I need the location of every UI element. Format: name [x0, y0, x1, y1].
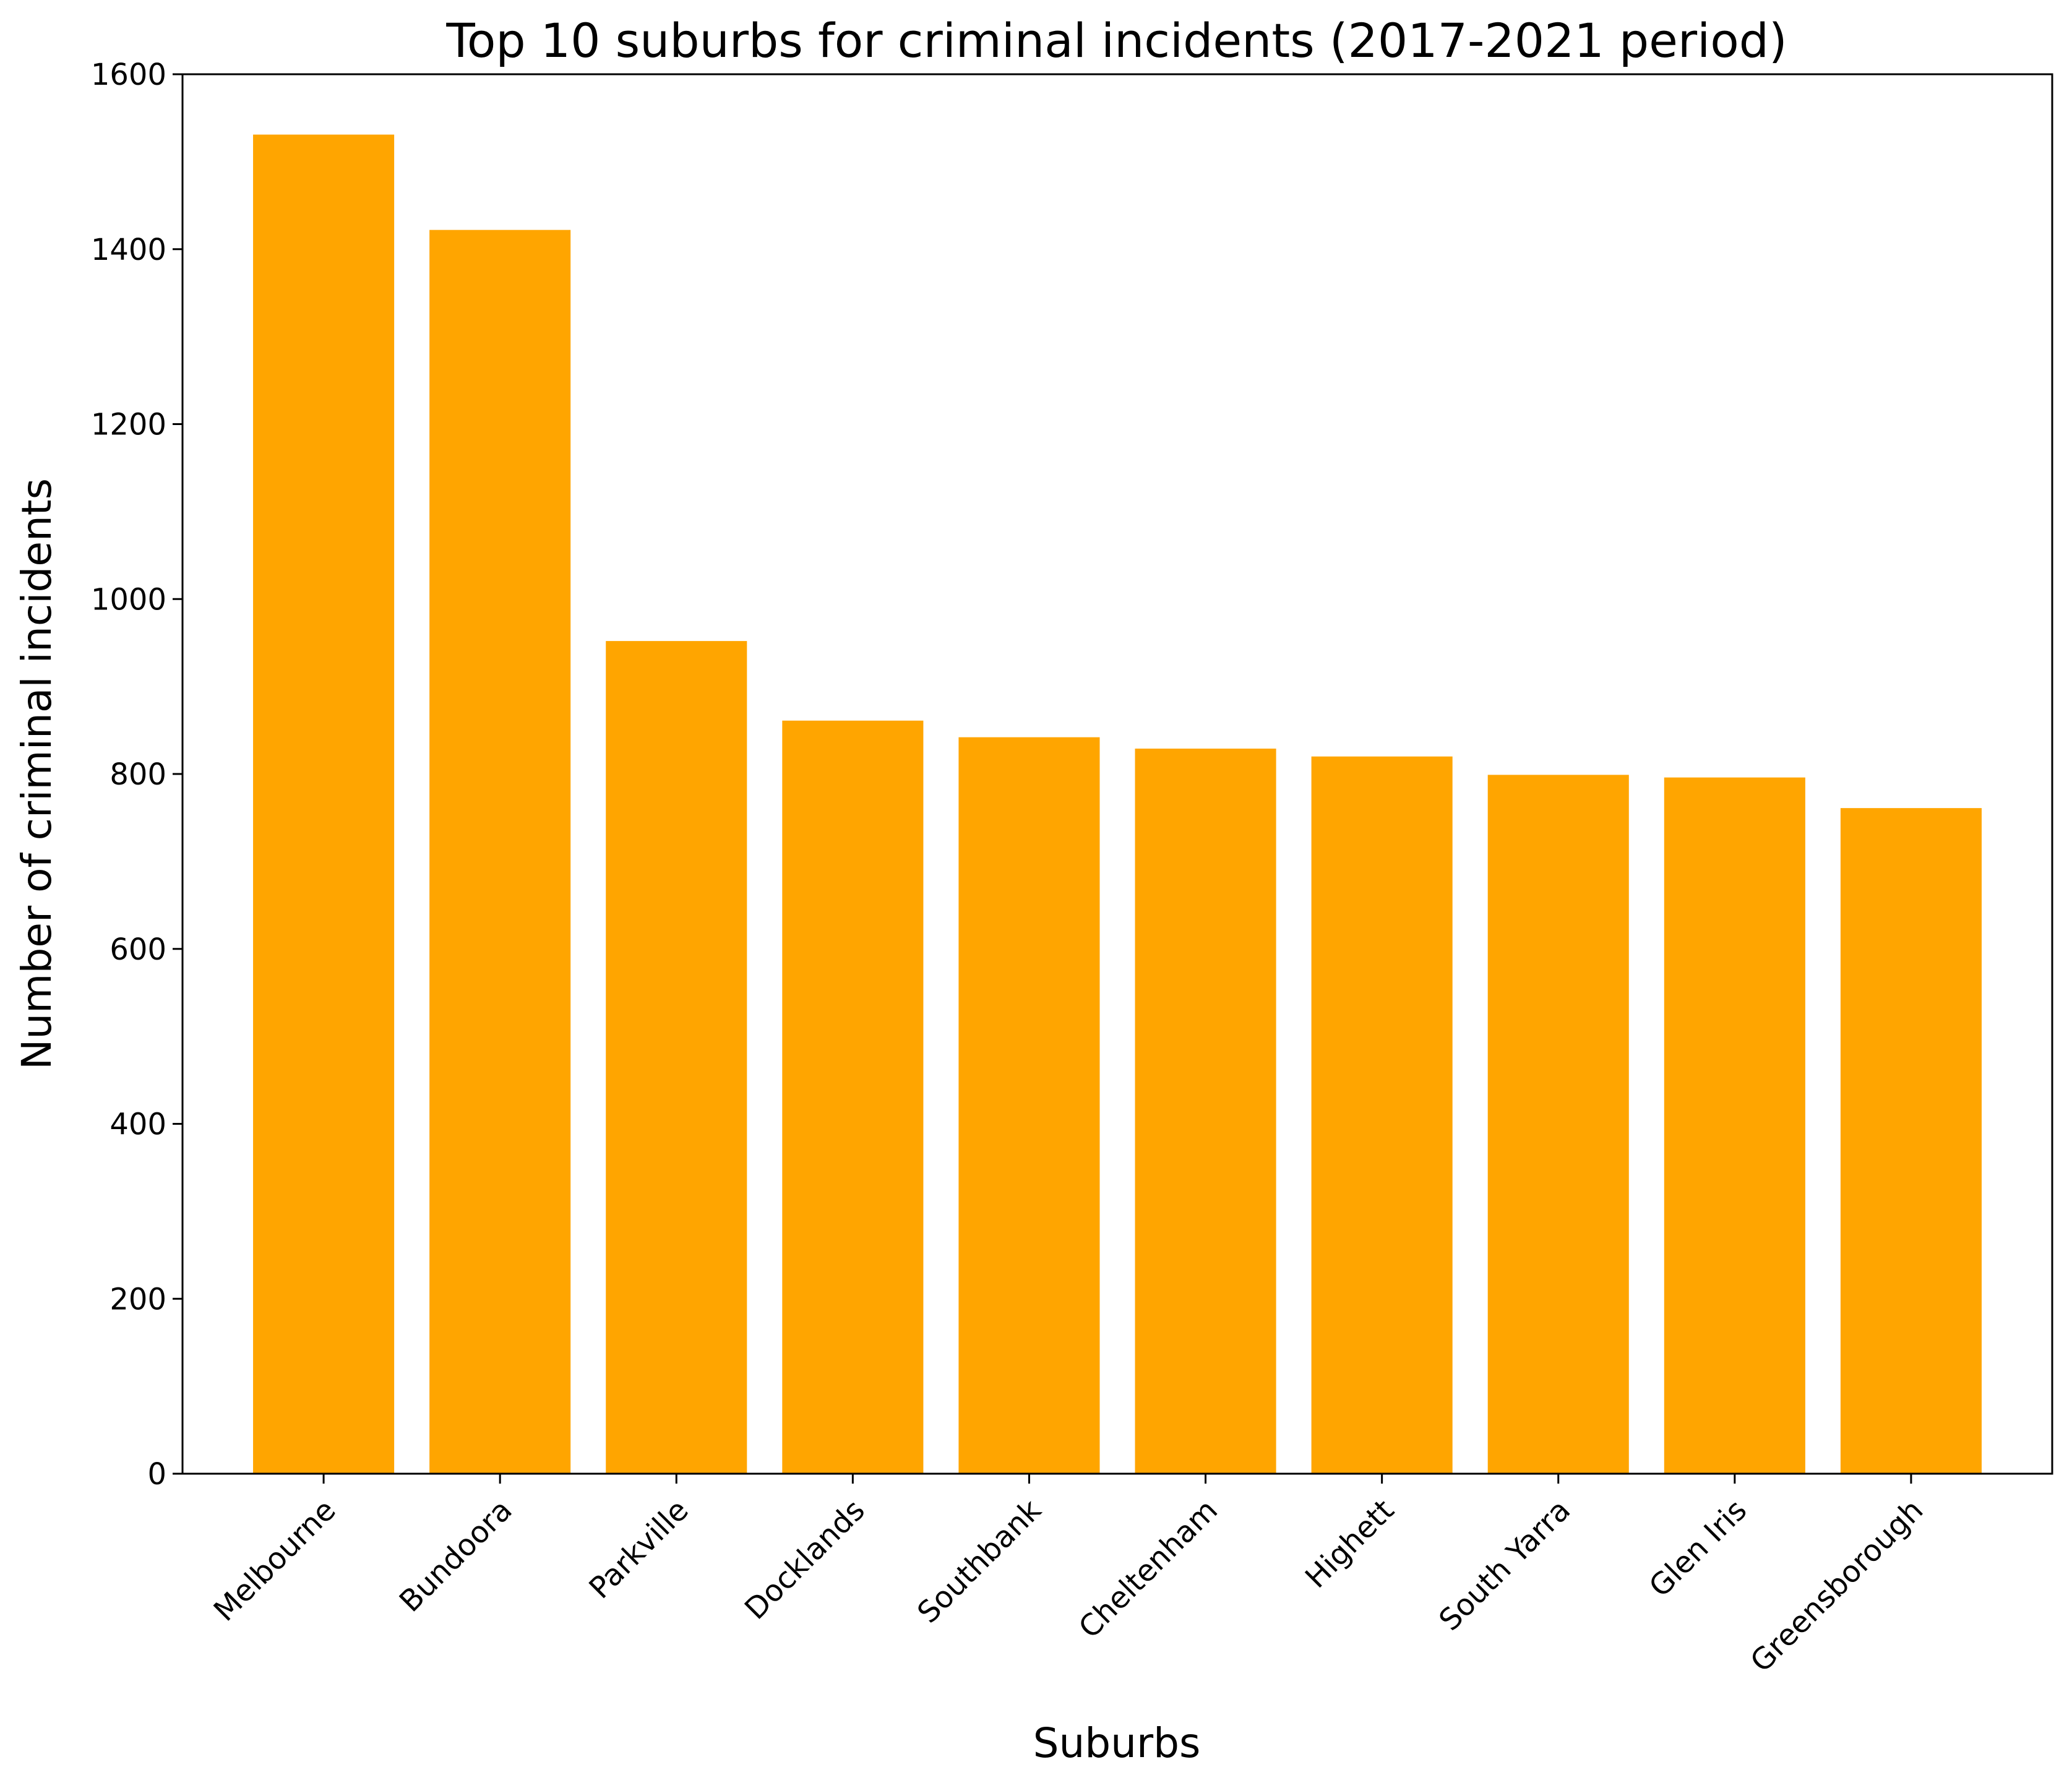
bar-melbourne [253, 134, 395, 1474]
y-tick-label: 200 [110, 1282, 166, 1317]
x-axis-label: Suburbs [1033, 1719, 1201, 1767]
bars-group [253, 134, 1982, 1474]
y-axis-label: Number of criminal incidents [13, 478, 61, 1070]
x-tick-label: Southbank [911, 1493, 1048, 1630]
x-tick-label: Melbourne [207, 1493, 343, 1628]
bar-southbank [958, 737, 1100, 1474]
x-tick-label: Cheltenham [1072, 1493, 1224, 1645]
bar-greensborough [1840, 808, 1982, 1474]
x-tick-label: South Yarra [1432, 1493, 1577, 1638]
y-tick-label: 600 [110, 932, 166, 967]
y-axis: 0 200 400 600 800 1000 1200 1400 1600 [91, 58, 183, 1492]
bar-glen-iris [1664, 777, 1805, 1474]
x-axis: Melbourne Bundoora Parkville Docklands South… [207, 1474, 1930, 1679]
y-tick-label: 1000 [91, 582, 166, 617]
bar-bundoora [429, 230, 571, 1474]
bar-cheltenham [1135, 749, 1276, 1474]
x-tick-label: Bundoora [393, 1493, 519, 1619]
y-tick-label: 0 [147, 1457, 166, 1492]
y-tick-label: 1200 [91, 408, 166, 442]
x-tick-label: Greensborough [1743, 1493, 1930, 1679]
bar-parkville [606, 641, 747, 1474]
x-tick-label: Parkville [583, 1493, 695, 1605]
y-tick-label: 1600 [91, 58, 166, 92]
x-tick-label: Docklands [738, 1493, 872, 1627]
x-tick-label: Highett [1299, 1493, 1401, 1595]
bar-docklands [782, 720, 924, 1474]
y-tick-label: 1400 [91, 233, 166, 267]
chart-title: Top 10 suburbs for criminal incidents (2… [445, 13, 1787, 68]
bar-south-yarra [1487, 775, 1629, 1474]
y-tick-label: 400 [110, 1107, 166, 1142]
y-tick-label: 800 [110, 757, 166, 792]
bar-highett [1311, 756, 1453, 1474]
x-tick-label: Glen Iris [1643, 1493, 1754, 1604]
